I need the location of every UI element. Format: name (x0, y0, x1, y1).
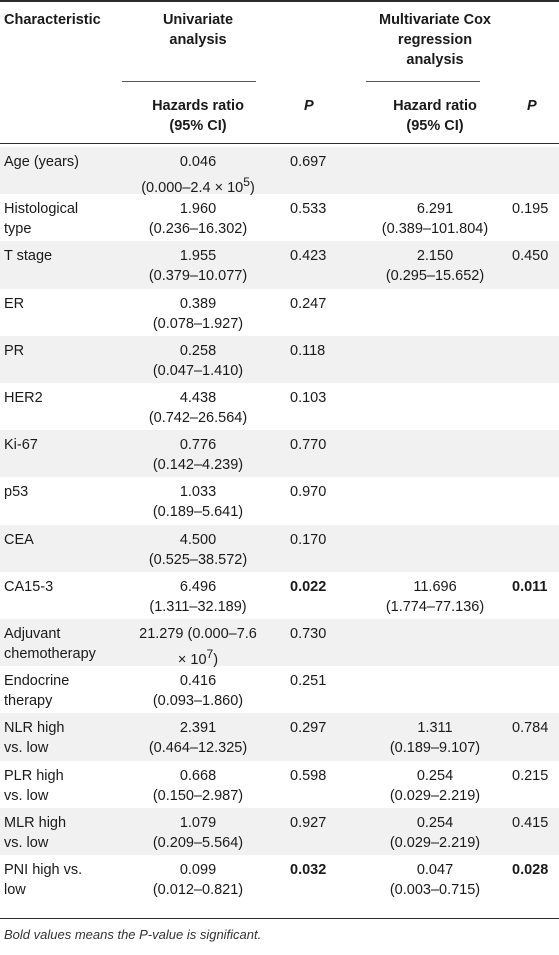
row-multivariate-hr: 0.254 (0.029–2.219) (389, 767, 481, 804)
row-multivariate-hr: 0.254 (0.029–2.219) (389, 814, 481, 851)
row-univariate-p: 0.730 (290, 626, 327, 642)
row-univariate-hr: 0.099 (0.012–0.821) (152, 862, 244, 898)
header-hr-multivariate-text: Hazard ratio (95% CI) (393, 98, 477, 134)
row-univariate-hr: 2.391 (0.464–12.325) (148, 720, 248, 757)
top-rule (0, 0, 559, 2)
row-univariate-p: 0.423 (290, 248, 327, 265)
row-univariate-hr: 0.258 (0.047–1.410) (152, 342, 244, 379)
row-univariate-p: 0.598 (290, 767, 327, 784)
row-multivariate-hr: 11.696 (1.774–77.136) (385, 578, 485, 615)
row-univariate-p: 0.103 (290, 390, 327, 406)
row-multivariate-hr: 2.150 (0.295–15.652) (385, 248, 485, 285)
row-univariate-p: 0.022 (290, 578, 327, 595)
row-multivariate-p: 0.784 (512, 720, 549, 737)
row-multivariate-hr: 1.311 (0.189–9.107) (389, 720, 481, 757)
row-multivariate-p: 0.011 (512, 578, 548, 595)
header-univariate-text: Univariate analysis (162, 12, 234, 48)
row-univariate-hr: 0.389 (0.078–1.927) (152, 295, 244, 332)
row-multivariate-p: 0.450 (512, 248, 549, 265)
row-multivariate-p: 0.195 (512, 201, 549, 218)
row-univariate-p: 0.927 (290, 814, 327, 831)
row-shading (0, 619, 559, 667)
row-univariate-hr: 0.416 (0.093–1.860) (152, 673, 244, 710)
row-univariate-hr: 1.079 (0.209–5.564) (152, 814, 244, 851)
row-shading (0, 335, 559, 383)
row-characteristic: PNI high vs. low (4, 862, 83, 898)
row-multivariate-hr: 6.291 (0.389–101.804) (381, 201, 489, 238)
header-multivariate-text: Multivariate Cox regression analysis (379, 12, 491, 68)
row-univariate-p: 0.251 (290, 673, 327, 690)
row-characteristic: PR (4, 342, 25, 359)
row-shading (0, 241, 559, 289)
row-characteristic: T stage (4, 248, 53, 265)
row-multivariate-hr: 0.047 (0.003–0.715) (389, 862, 481, 898)
row-univariate-hr: 6.496 (1.311–32.189) (149, 578, 247, 615)
header-hr-multivariate: Hazard ratio (95% CI) (358, 96, 512, 136)
row-univariate-p: 0.247 (290, 295, 327, 312)
header-hr-univariate: Hazards ratio (95% CI) (120, 96, 276, 136)
row-characteristic: p53 (4, 484, 29, 501)
row-characteristic: ER (4, 295, 25, 312)
row-univariate-hr: 4.500 (0.525–38.572) (148, 531, 248, 568)
row-multivariate-p: 0.215 (512, 767, 549, 784)
row-shading (0, 807, 559, 855)
row-univariate-hr: 0.776 (0.142–4.239) (152, 437, 244, 474)
row-characteristic: CA15-3 (4, 578, 54, 595)
row-univariate-p: 0.170 (290, 531, 327, 548)
row-univariate-hr: 0.046 (0.000–2.4 × 105) (141, 154, 255, 196)
bottom-rule (0, 918, 559, 919)
row-multivariate-p: 0.028 (512, 862, 549, 878)
multivariate-subrule (366, 81, 480, 82)
header-hr-univariate-text: Hazards ratio (95% CI) (152, 98, 244, 134)
header-p-multivariate: P (527, 98, 537, 114)
footnote: Bold values means the P-value is signifi… (4, 927, 262, 942)
row-multivariate-p: 0.415 (512, 814, 549, 831)
row-univariate-p: 0.297 (290, 720, 327, 737)
row-characteristic: Age (years) (4, 154, 79, 170)
row-characteristic: PLR high vs. low (4, 767, 64, 804)
row-characteristic: Adjuvant chemotherapy (4, 626, 96, 662)
univariate-subrule (122, 81, 256, 82)
row-characteristic: MLR high vs. low (4, 814, 67, 851)
row-characteristic: CEA (4, 531, 34, 548)
row-characteristic: NLR high vs. low (4, 720, 65, 757)
row-univariate-hr: 1.955 (0.379–10.077) (148, 248, 248, 285)
header-characteristic: Characteristic (4, 12, 101, 28)
row-characteristic: HER2 (4, 390, 43, 406)
row-univariate-p: 0.533 (290, 201, 327, 218)
row-characteristic: Ki-67 (4, 437, 38, 454)
row-univariate-hr: 1.960 (0.236–16.302) (148, 201, 248, 238)
row-univariate-hr: 21.279 (0.000–7.6 × 107) (139, 626, 257, 668)
header-multivariate: Multivariate Cox regression analysis (358, 10, 512, 70)
header-p-univariate: P (304, 98, 314, 114)
header-rule (0, 143, 559, 144)
row-shading (0, 430, 559, 478)
row-univariate-p: 0.770 (290, 437, 327, 454)
row-univariate-hr: 1.033 (0.189–5.641) (152, 484, 244, 521)
row-univariate-p: 0.970 (290, 484, 327, 501)
header-univariate: Univariate analysis (120, 10, 276, 50)
row-characteristic: Endocrine therapy (4, 673, 70, 710)
row-univariate-hr: 4.438 (0.742–26.564) (148, 390, 248, 426)
row-univariate-hr: 0.668 (0.150–2.987) (152, 767, 244, 804)
row-characteristic: Histological type (4, 201, 79, 238)
row-shading (0, 524, 559, 572)
row-shading (0, 713, 559, 761)
row-univariate-p: 0.118 (290, 342, 326, 359)
row-shading (0, 147, 559, 195)
row-univariate-p: 0.697 (290, 154, 327, 170)
row-univariate-p: 0.032 (290, 862, 327, 878)
